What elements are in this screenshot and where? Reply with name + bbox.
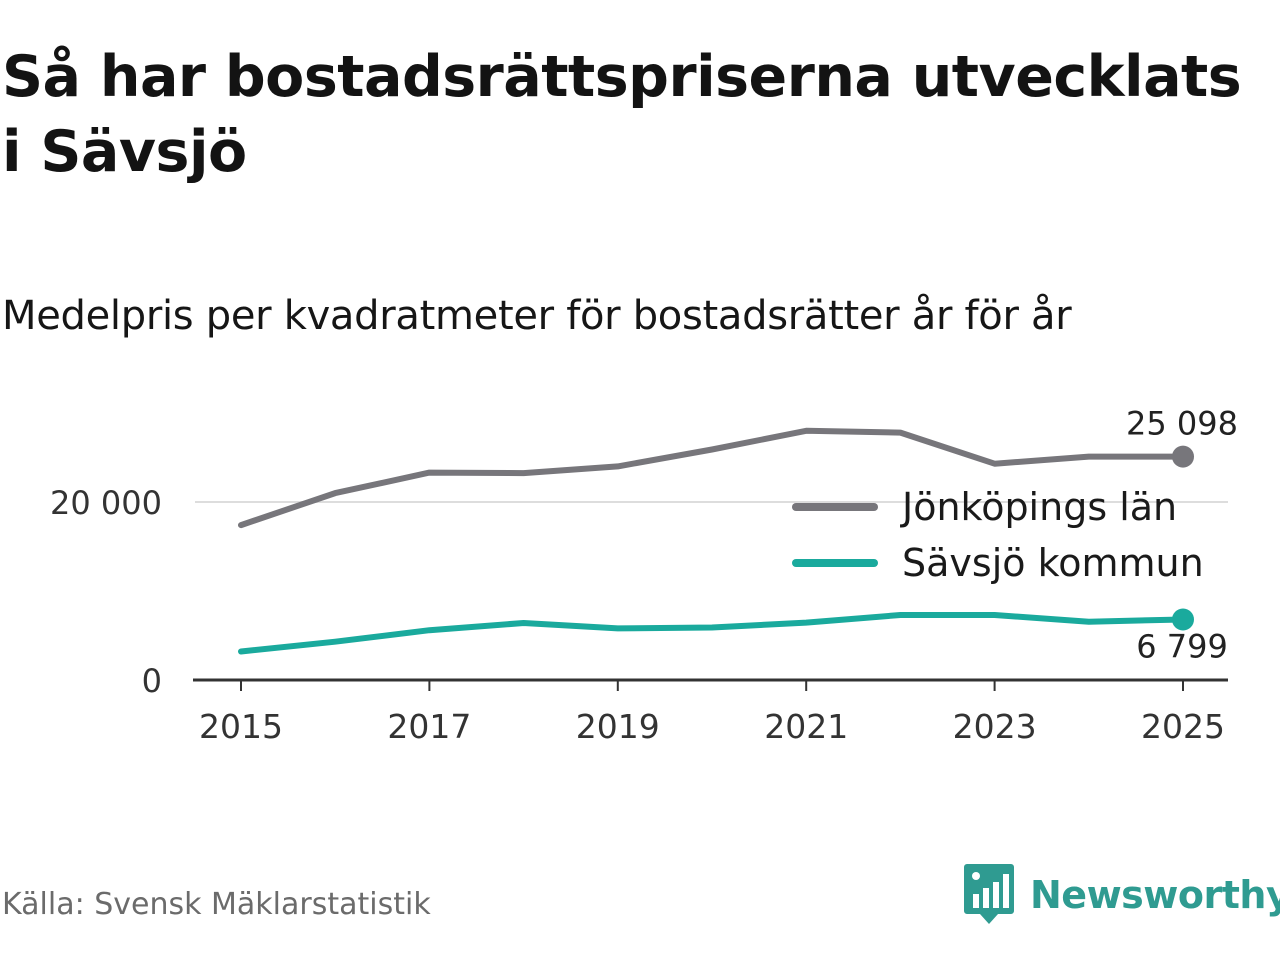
chart-title: Så har bostadsrättspriserna utvecklats i… [2, 44, 1242, 185]
x-tick-label: 2023 [953, 707, 1037, 746]
series-end-marker [1172, 445, 1194, 468]
x-tick-label: 2019 [576, 707, 660, 746]
series-end-marker [1172, 608, 1194, 631]
brand-name: Newsworthy [1030, 873, 1280, 917]
x-tick-label: 2015 [199, 707, 283, 746]
legend-label: Jönköpings län [900, 485, 1177, 529]
brand-logo: Newsworthy [964, 862, 1280, 928]
x-tick-label: 2017 [387, 707, 471, 746]
source-note: Källa: Svensk Mäklarstatistik [2, 887, 431, 922]
chart-subtitle: Medelpris per kvadratmeter för bostadsrä… [2, 293, 1072, 339]
y-tick-label: 0 [142, 662, 162, 700]
legend-label: Sävsjö kommun [902, 541, 1204, 585]
x-tick-label: 2025 [1141, 707, 1225, 746]
chart-bubble-icon [964, 864, 1014, 924]
line-chart: 0 20 000 2015 2017 2019 2021 2023 2025 25 098 6 7… [50, 405, 1238, 746]
y-tick-label: 20 000 [50, 484, 162, 522]
x-tick-label: 2021 [764, 707, 848, 746]
series-line [238, 427, 1186, 529]
series-end-label: 6 799 [1136, 627, 1228, 665]
series-end-label: 25 098 [1126, 405, 1238, 443]
series-line [238, 612, 1186, 655]
